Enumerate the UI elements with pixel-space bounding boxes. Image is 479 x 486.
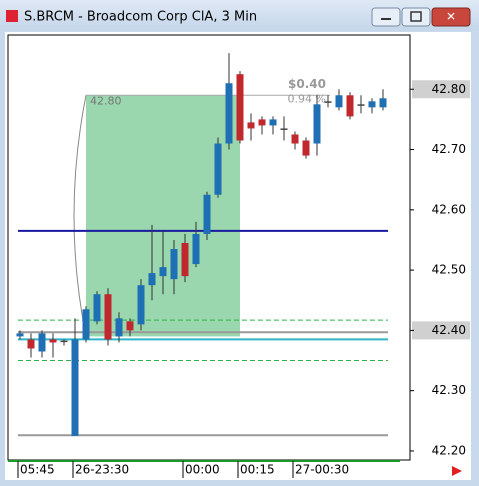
candle-body [368, 101, 376, 108]
candle-body [93, 294, 101, 322]
close-button[interactable] [431, 7, 471, 27]
candle-body [203, 194, 211, 234]
candle-body [49, 339, 57, 343]
candle-body [115, 318, 123, 337]
y-tick-label: 42.60 [432, 202, 466, 216]
candle-body [71, 339, 79, 436]
y-tick-label: 42.20 [432, 443, 466, 457]
zone-bracket [73, 95, 87, 337]
y-tick-label: 42.70 [432, 142, 466, 156]
y-tick-label: 42.50 [432, 263, 466, 277]
tick-highlight [412, 80, 470, 99]
candle-body [269, 119, 277, 126]
x-tick-label: 26-23:30 [75, 463, 129, 477]
candle-body [302, 140, 310, 156]
candle-body [38, 333, 46, 352]
candle-body [379, 98, 387, 108]
candle-body [27, 339, 35, 349]
candle-body [126, 321, 134, 331]
svg-text:✕: ✕ [446, 10, 456, 24]
minimize-button[interactable] [371, 7, 401, 27]
candle-body [148, 273, 156, 286]
candle-body [181, 242, 189, 277]
pct-label: 0.94 % [288, 92, 326, 105]
candle-body [60, 340, 68, 343]
y-tick-label: 42.40 [432, 323, 466, 337]
app-icon [6, 10, 18, 22]
candle-body [313, 104, 321, 144]
candle-body [137, 285, 145, 325]
candle-body [280, 128, 288, 130]
x-tick-label: 00:00 [185, 463, 220, 477]
candle-body [82, 309, 90, 340]
zone [86, 95, 240, 337]
candle-body [324, 101, 332, 103]
candle-body [258, 119, 266, 126]
window-title: S.BRCM - Broadcom Corp ClA, 3 Min [24, 10, 257, 25]
candle-body [236, 74, 244, 141]
candle-body [335, 95, 343, 108]
candle-body [192, 233, 200, 265]
candle-body [247, 122, 255, 129]
y-tick-label: 42.30 [432, 383, 466, 397]
change-label: $0.40 [288, 77, 326, 91]
candle-body [225, 83, 233, 144]
candle-body [291, 134, 299, 144]
candle-body [16, 333, 24, 337]
candle-body [346, 95, 354, 117]
candle-body [214, 143, 222, 195]
x-tick-label: 00:15 [240, 463, 275, 477]
y-tick-label: 42.80 [432, 82, 466, 96]
candle-body [159, 267, 167, 277]
x-tick-label: 05:45 [20, 463, 55, 477]
x-tick-label: 27-00:30 [295, 463, 349, 477]
candle-body [357, 104, 365, 106]
tick-highlight [412, 321, 470, 340]
chart: 42.20 42.30 42.40 42.50 42.60 42.70 42.80 42.80… [16, 53, 470, 478]
zone-label: 42.80 [90, 94, 122, 107]
candle-body [104, 294, 112, 340]
maximize-button[interactable] [401, 7, 431, 27]
candle-body [170, 249, 178, 280]
